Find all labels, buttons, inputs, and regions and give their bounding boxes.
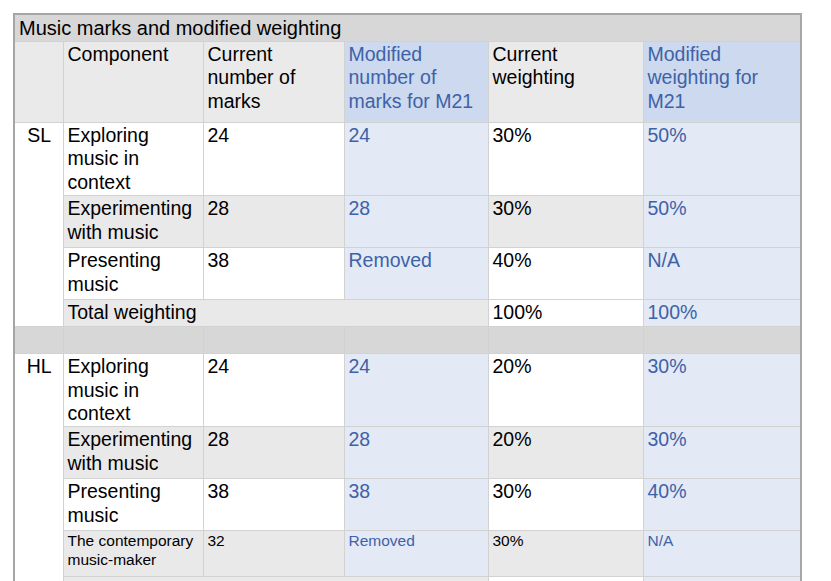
cell-modified-marks (344, 327, 488, 354)
cell-modified-marks: 28 (344, 427, 488, 479)
cell-component: Experimenting with music (63, 196, 203, 248)
hl-experimenting-row: Experimenting with music282820%30% (14, 427, 801, 479)
cell-modified-weighting: 100% (643, 300, 801, 327)
hl-presenting-row: Presenting music383830%40% (14, 479, 801, 531)
cell-current-weighting: Current weighting (488, 42, 643, 123)
cell-modified-weighting: 100% (643, 577, 801, 581)
sl-presenting-row: Presenting music38Removed40%N/A (14, 248, 801, 300)
spacer-row (14, 327, 801, 354)
header-row: ComponentCurrent number of marksModified… (14, 42, 801, 123)
cell-modified-marks: Removed (344, 248, 488, 300)
cell-modified-marks: 24 (344, 354, 488, 427)
cell-current-marks: Current number of marks (203, 42, 344, 123)
cell-component: Total weighting (63, 300, 488, 327)
cell-modified-weighting: N/A (643, 248, 801, 300)
cell-current-weighting: 100% (488, 577, 643, 581)
cell-current-marks: 28 (203, 427, 344, 479)
cell-modified-marks: Removed (344, 531, 488, 577)
hl-exploring-row: HLExploring music in context242420%30% (14, 354, 801, 427)
cell-modified-weighting: 50% (643, 123, 801, 196)
sl-total-row: Total weighting100%100% (14, 300, 801, 327)
music-weighting-table: Music marks and modified weightingCompon… (13, 13, 802, 581)
cell-current-marks: 24 (203, 354, 344, 427)
cell-component: Component (63, 42, 203, 123)
cell-current-marks (203, 327, 344, 354)
cell-modified-marks: Modified number of marks for M21 (344, 42, 488, 123)
cell-current-weighting: 30% (488, 479, 643, 531)
sl-exploring-row: SLExploring music in context242430%50% (14, 123, 801, 196)
cell-component: Total weighting (63, 577, 488, 581)
cell-current-marks: 38 (203, 479, 344, 531)
cell-modified-weighting: N/A (643, 531, 801, 577)
cell-current-marks: 38 (203, 248, 344, 300)
cell-current-marks: 32 (203, 531, 344, 577)
cell-current-weighting: 30% (488, 196, 643, 248)
hl-contemporary-row: The contemporary music-maker32Removed30%… (14, 531, 801, 577)
sl-experimenting-row: Experimenting with music282830%50% (14, 196, 801, 248)
cell-current-weighting (488, 327, 643, 354)
cell-component (63, 327, 203, 354)
cell-modified-weighting: 50% (643, 196, 801, 248)
cell-component: The contemporary music-maker (63, 531, 203, 577)
hl-total-row: Total weighting100%100% (14, 577, 801, 581)
cell-current-marks: 24 (203, 123, 344, 196)
cell-modified-weighting: 40% (643, 479, 801, 531)
cell-current-weighting: 20% (488, 354, 643, 427)
cell-modified-weighting: 30% (643, 427, 801, 479)
cell-component: Presenting music (63, 479, 203, 531)
cell-modified-marks: 28 (344, 196, 488, 248)
cell-current-weighting: 20% (488, 427, 643, 479)
cell-modified-marks: 24 (344, 123, 488, 196)
cell-current-weighting: 100% (488, 300, 643, 327)
table-title: Music marks and modified weighting (14, 14, 801, 42)
cell-modified-marks: 38 (344, 479, 488, 531)
cell-component: Presenting music (63, 248, 203, 300)
cell-component: Experimenting with music (63, 427, 203, 479)
cell-level: HL (14, 354, 63, 581)
cell-level (14, 327, 63, 354)
cell-modified-weighting (643, 327, 801, 354)
table-body: Music marks and modified weightingCompon… (14, 14, 801, 581)
cell-component: Exploring music in context (63, 354, 203, 427)
cell-current-marks: 28 (203, 196, 344, 248)
cell-current-weighting: 30% (488, 123, 643, 196)
cell-level: SL (14, 123, 63, 327)
title-row: Music marks and modified weighting (14, 14, 801, 42)
cell-component: Exploring music in context (63, 123, 203, 196)
cell-level (14, 42, 63, 123)
cell-current-weighting: 40% (488, 248, 643, 300)
cell-modified-weighting: 30% (643, 354, 801, 427)
cell-current-weighting: 30% (488, 531, 643, 577)
cell-modified-weighting: Modified weighting for M21 (643, 42, 801, 123)
